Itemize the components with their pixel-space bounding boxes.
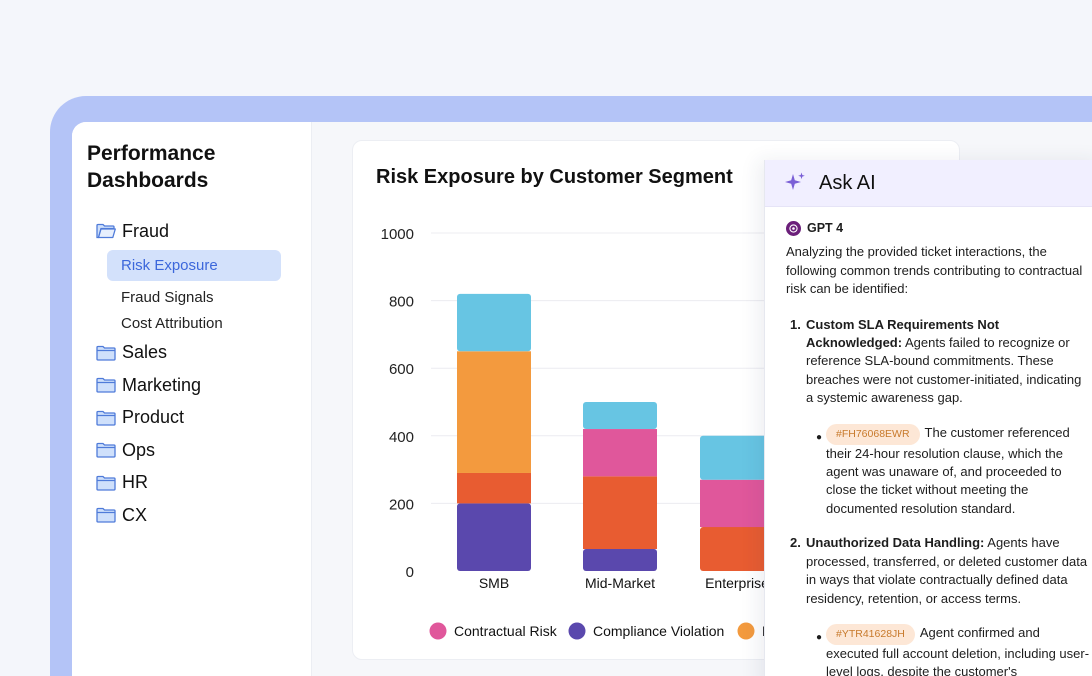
bar-segment [583,402,657,430]
y-tick-label: 200 [389,496,414,513]
folder-hr[interactable]: HR [96,467,296,500]
folder-sales[interactable]: Sales [96,337,296,370]
bullet-text: The customer referenced their 24-hour re… [826,424,1070,516]
folder-icon [96,508,116,523]
bar-segment [700,479,774,528]
folder-label: Sales [122,342,168,363]
y-tick-label: 600 [389,361,414,378]
bar-segment [457,472,531,504]
bullet-dot: ● [816,631,823,643]
gpt-logo-icon [786,220,801,236]
ai-panel-header: Ask AI [765,160,1092,207]
legend-swatch [429,622,447,640]
ai-response: GPT 4 Analyzing the provided ticket inte… [765,207,1092,676]
folder-label: Fraud [122,220,170,241]
legend-label: Contractual Risk [454,623,558,639]
point-number: 2. [790,535,801,551]
point-heading: Custom SLA Requirements Not Acknowledged… [806,316,1000,351]
point-text: Agents have processed, transferred, or d… [806,535,1088,606]
model-label: GPT 4 [786,219,1090,237]
x-tick-label: Mid-Market [585,575,655,591]
folder-icon [96,410,116,426]
sidebar-title: Performance Dashboards [87,142,216,192]
bullet-text: Agent confirmed and executed full accoun… [826,624,1090,676]
point-number: 1. [790,316,801,332]
point-text: Agents failed to recognize or reference … [806,335,1082,406]
bar-segment [583,476,657,550]
bar-segment [700,527,774,571]
chart-title: Risk Exposure by Customer Segment [376,166,733,188]
ticket-tag[interactable]: #FH76068EWR [826,423,920,445]
sidebar: Performance Dashboards Fraud Risk Exposu… [72,122,312,676]
ask-ai-panel: Ask AI GPT 4 Analyzing the provided tick… [764,160,1092,676]
folder-icon [96,475,116,491]
folder-label: HR [122,472,148,493]
bullet-dot: ● [816,431,823,443]
nav-list: Fraud Risk Exposure Fraud Signals Cost A… [96,215,296,532]
bar-segment [457,293,531,352]
app-window: Performance Dashboards Fraud Risk Exposu… [72,122,1092,676]
folder-icon [96,345,116,361]
stacked-bar-chart: 0 200 400 600 800 1000 SMB Mid-Market Enterprise… [381,226,953,640]
legend-swatch [568,622,586,640]
bar-segment [457,503,531,571]
x-tick-label: SMB [479,575,509,591]
folder-ops[interactable]: Ops [96,434,296,467]
folder-label: CX [122,504,148,525]
sidebar-item-fraud-signals[interactable]: Fraud Signals [121,288,214,306]
point-bullet: ● #FH76068EWR The customer referenced the… [806,423,1090,519]
ai-point: 1. Custom SLA Requirements Not Acknowled… [786,316,1090,519]
bar-segment [700,435,774,480]
point-heading: Unauthorized Data Handling: [806,535,985,551]
ai-panel-title: Ask AI [819,171,876,194]
legend-label: Compliance Violation [593,623,724,639]
folder-label: Ops [122,439,156,460]
bar-segment [583,429,657,477]
y-tick-label: 400 [389,429,414,446]
folder-marketing[interactable]: Marketing [96,369,296,402]
y-tick-label: 1000 [381,226,414,243]
folder-open-icon [96,224,116,239]
point-bullet: ● #YTR41628JH Agent confirmed and execute… [806,623,1090,676]
y-tick-label: 0 [406,564,414,581]
legend-swatch [737,622,755,640]
folder-label: Marketing [122,374,202,395]
folder-product[interactable]: Product [96,402,296,435]
sidebar-item-cost-attribution[interactable]: Cost Attribution [121,314,223,332]
folder-fraud[interactable]: Fraud [96,215,296,248]
folder-label: Product [122,407,185,428]
folder-icon [96,443,116,458]
model-name: GPT 4 [807,221,844,235]
sidebar-item-risk-exposure[interactable]: Risk Exposure [107,249,281,281]
ticket-tag[interactable]: #YTR41628JH [826,623,915,645]
bar-segment [457,351,531,473]
y-tick-label: 800 [389,294,414,311]
sparkle-icon [785,172,805,190]
ai-point: 2. Unauthorized Data Handling: Agents ha… [786,534,1090,676]
bar-segment [583,549,657,571]
folder-icon [96,378,116,393]
x-tick-label: Enterprise [705,575,769,591]
folder-cx[interactable]: CX [96,499,296,532]
ai-intro-text: Analyzing the provided ticket interactio… [786,244,1083,297]
